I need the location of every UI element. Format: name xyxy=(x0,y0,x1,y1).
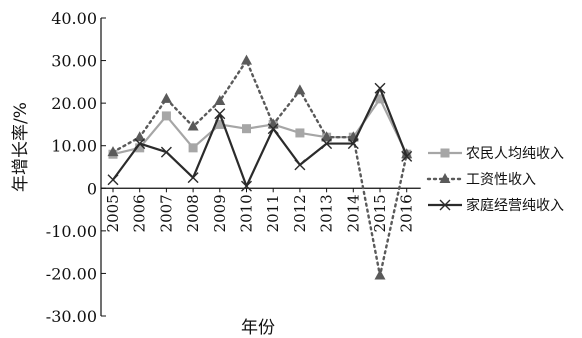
x-tick-label: 2014 xyxy=(344,194,362,232)
series-line-0 xyxy=(112,97,408,156)
series-line-2 xyxy=(112,87,408,188)
x-tick-label: 2010 xyxy=(238,194,256,232)
x-tick-label: 2011 xyxy=(264,194,282,232)
data-point-2 xyxy=(267,123,279,135)
legend-swatch-marker xyxy=(439,199,451,211)
y-tick-label: 30.00 xyxy=(51,52,97,71)
label-layer: 40.00 30.00 20.00 10.00 0 -10.00 -20.00 -30.00 2… xyxy=(11,9,416,338)
data-point-0 xyxy=(242,124,251,134)
legend-entry: 家庭经营纯收入 xyxy=(466,197,564,214)
data-point-1 xyxy=(187,120,199,131)
data-point-2 xyxy=(214,108,226,120)
legend-swatch-marker xyxy=(440,148,450,158)
x-tick-label: 2005 xyxy=(104,194,122,232)
legend-entry: 农民人均纯收入 xyxy=(466,146,564,162)
data-point-1 xyxy=(241,54,252,65)
data-point-2 xyxy=(134,138,146,150)
y-tick-label: -20.00 xyxy=(46,264,97,283)
y-tick-label: -10.00 xyxy=(46,222,97,241)
y-tick-label: -30.00 xyxy=(46,307,97,326)
x-tick-label: 2013 xyxy=(318,194,336,232)
x-tick-label: 2009 xyxy=(211,194,229,232)
x-tick-label: 2006 xyxy=(131,194,149,232)
data-point-1 xyxy=(107,146,119,157)
data-point-2 xyxy=(347,138,359,150)
data-point-2 xyxy=(374,82,386,94)
legend-entry: 工资性收入 xyxy=(466,172,536,188)
data-point-0 xyxy=(188,143,198,153)
data-point-1 xyxy=(374,269,386,280)
data-point-2 xyxy=(294,159,306,171)
y-tick-label: 20.00 xyxy=(51,94,97,113)
data-point-0 xyxy=(161,111,171,121)
y-tick-label: 10.00 xyxy=(51,137,97,156)
data-point-0 xyxy=(135,143,145,153)
series-line-1 xyxy=(111,59,408,277)
data-point-0 xyxy=(295,128,305,138)
axes-layer xyxy=(100,17,421,317)
legend-swatch-marker xyxy=(439,173,451,183)
data-point-1 xyxy=(160,92,172,103)
data-point-0 xyxy=(375,94,385,104)
y-tick-label: 40.00 xyxy=(51,9,97,28)
series-layer xyxy=(107,54,413,280)
data-point-2 xyxy=(107,174,119,186)
y-axis-title: 年增长率/% xyxy=(11,102,31,192)
data-point-2 xyxy=(160,146,172,158)
data-point-0 xyxy=(215,119,225,129)
y-tick-label: 0 xyxy=(87,179,97,198)
data-point-2 xyxy=(241,180,252,192)
data-point-1 xyxy=(134,131,146,142)
data-point-2 xyxy=(321,138,333,150)
data-point-1 xyxy=(321,131,333,142)
data-point-2 xyxy=(187,172,199,184)
x-tick-label: 2008 xyxy=(184,194,202,232)
x-tick-label: 2007 xyxy=(157,194,175,232)
x-tick-label: 2012 xyxy=(291,194,309,232)
x-axis-title: 年份 xyxy=(241,318,275,338)
data-point-2 xyxy=(401,150,413,162)
data-point-1 xyxy=(214,95,226,106)
data-point-1 xyxy=(294,84,306,95)
data-point-1 xyxy=(401,148,413,159)
x-tick-label: 2015 xyxy=(371,194,389,232)
x-tick-label: 2016 xyxy=(398,194,416,232)
